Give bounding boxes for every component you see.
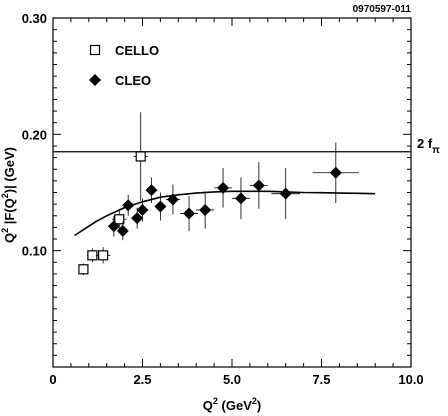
y-axis-title: Q2 |F(Q2)| (GeV) xyxy=(0,147,17,243)
data-point-cello xyxy=(78,264,89,275)
data-point-cleo xyxy=(329,166,342,179)
x-tick-label: 10.0 xyxy=(398,372,423,387)
data-point-cleo xyxy=(252,179,265,192)
reference-line-group: 2 fπ xyxy=(53,136,440,156)
y-title-part: |F(Q xyxy=(2,198,17,228)
y-title-part: Q xyxy=(2,233,17,243)
y-title-superscript: 2 xyxy=(0,193,10,198)
series-cleo xyxy=(107,142,360,241)
x-tick-label: 5.0 xyxy=(223,372,241,387)
x-tick-label: 0 xyxy=(49,372,56,387)
legend-label-cello: CELLO xyxy=(115,43,159,58)
x-title-part: ) xyxy=(257,398,261,413)
legend-marker-cleo xyxy=(89,74,101,86)
x-title-superscript: 2 xyxy=(252,396,257,406)
x-axis-title: Q2 (GeV2) xyxy=(203,396,261,413)
data-point-cello xyxy=(98,250,109,261)
data-point-cleo xyxy=(234,192,247,205)
y-title-superscript: 2 xyxy=(0,228,10,233)
y-tick-label: 0.10 xyxy=(22,244,47,259)
data-point-cleo xyxy=(183,207,196,220)
data-point-cleo xyxy=(122,199,135,212)
data-point-cleo xyxy=(136,203,149,216)
y-title-part: )| (GeV) xyxy=(2,147,17,193)
data-point-cello xyxy=(135,151,146,162)
data-point-cello xyxy=(87,250,98,261)
legend-label-cleo: CLEO xyxy=(115,73,151,88)
reference-line-label: 2 fπ xyxy=(417,136,440,156)
axis-ticks: 0 2.5 5.0 7.5 10.0 0.10 0.20 0.30 xyxy=(22,11,424,387)
data-point-cleo xyxy=(154,200,167,213)
data-point-cleo xyxy=(145,184,158,197)
legend: CELLO CLEO xyxy=(89,43,159,88)
data-point-cleo xyxy=(131,212,144,225)
x-tick-label: 7.5 xyxy=(312,372,330,387)
data-point-cleo xyxy=(199,203,212,216)
data-series-group xyxy=(78,112,360,276)
x-title-part: Q xyxy=(203,398,213,413)
x-title-part: (GeV xyxy=(218,398,252,413)
y-tick-label: 0.20 xyxy=(22,127,47,142)
x-tick-label: 2.5 xyxy=(133,372,151,387)
data-point-cleo xyxy=(116,224,129,237)
legend-marker-cello xyxy=(89,44,101,56)
data-point-cleo xyxy=(217,181,230,194)
data-point-cello xyxy=(114,214,125,225)
figure-id: 0970597-011 xyxy=(353,4,412,15)
data-point-cleo xyxy=(166,193,179,206)
y-tick-label: 0.30 xyxy=(22,11,47,26)
x-title-superscript: 2 xyxy=(213,396,218,406)
data-point-cleo xyxy=(279,187,292,200)
series-cello xyxy=(78,112,148,276)
data-point-cleo xyxy=(107,220,120,233)
